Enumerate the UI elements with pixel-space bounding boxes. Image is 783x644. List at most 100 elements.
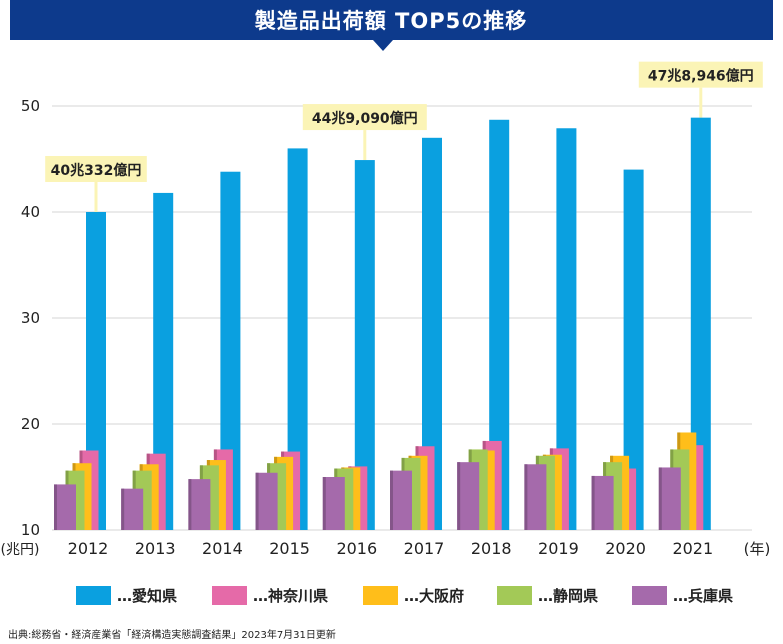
bar-shade bbox=[390, 470, 393, 530]
bar bbox=[255, 472, 278, 530]
x-axis-unit: (年) bbox=[744, 540, 771, 558]
bar bbox=[220, 171, 241, 530]
bar-shade bbox=[524, 464, 528, 530]
annotation-label: 40兆332億円 bbox=[51, 162, 142, 179]
bar-shade bbox=[591, 475, 595, 530]
x-axis: (年) (兆円) 2012 2013 2014 2015 2016 2017 2018 201… bbox=[1, 539, 771, 558]
bar bbox=[422, 137, 442, 531]
legend-swatch bbox=[632, 586, 667, 605]
bar-body bbox=[690, 117, 711, 530]
bar bbox=[287, 148, 308, 530]
x-tick-label: 2018 bbox=[471, 539, 512, 558]
bar-body bbox=[255, 472, 278, 530]
x-tick-label: 2020 bbox=[605, 539, 646, 558]
bar bbox=[54, 484, 76, 530]
legend-item: …愛知県 bbox=[76, 586, 177, 605]
bar bbox=[524, 464, 547, 530]
bar-shade bbox=[188, 479, 192, 530]
bar-body bbox=[220, 171, 241, 530]
bar bbox=[390, 470, 412, 530]
annotation: 44兆9,090億円 bbox=[302, 104, 427, 131]
bar-shade bbox=[322, 477, 326, 530]
y-axis: 10 20 30 40 50 bbox=[21, 97, 40, 539]
bar bbox=[188, 479, 211, 530]
legend-label: …静岡県 bbox=[538, 587, 598, 605]
y-tick-label: 50 bbox=[21, 97, 40, 115]
annotation-connectors bbox=[94, 87, 703, 212]
bar bbox=[623, 169, 644, 530]
bar-body bbox=[287, 148, 308, 530]
bar bbox=[690, 117, 711, 530]
legend-swatch bbox=[497, 586, 532, 605]
x-tick-label: 2017 bbox=[404, 539, 445, 558]
legend-label: …大阪府 bbox=[404, 587, 464, 605]
x-tick-label: 2014 bbox=[202, 539, 243, 558]
x-tick-label: 2021 bbox=[672, 539, 713, 558]
x-tick-label: 2013 bbox=[135, 539, 176, 558]
x-tick-label: 2012 bbox=[68, 539, 109, 558]
legend-item: …静岡県 bbox=[497, 586, 598, 605]
annotations: 40兆332億円 44兆9,090億円 47兆8,946億円 bbox=[45, 61, 763, 182]
bar-series-group bbox=[54, 117, 711, 531]
bar-body bbox=[188, 479, 211, 530]
chart-header: 製造品出荷額 TOP5の推移 bbox=[10, 0, 773, 51]
legend-swatch bbox=[212, 586, 247, 605]
bar-body bbox=[524, 464, 547, 530]
legend-label: …神奈川県 bbox=[253, 587, 328, 605]
annotation: 40兆332億円 bbox=[45, 156, 147, 182]
bar bbox=[153, 192, 174, 531]
bar-shade bbox=[121, 488, 125, 530]
legend-label: …兵庫県 bbox=[673, 587, 733, 605]
bar-shade bbox=[658, 467, 662, 530]
x-tick-label: 2016 bbox=[336, 539, 377, 558]
legend-swatch bbox=[76, 586, 111, 605]
bar-body bbox=[489, 119, 510, 530]
y-tick-label: 10 bbox=[21, 521, 40, 539]
x-tick-label: 2019 bbox=[538, 539, 579, 558]
bar-body bbox=[121, 488, 144, 530]
bar-body bbox=[591, 475, 614, 530]
bar-body bbox=[322, 477, 345, 530]
bar-shade bbox=[255, 472, 259, 530]
source-note: 出典:総務省・経済産業省「経済構造実態調査結果」2023年7月31日更新 bbox=[8, 628, 336, 641]
bar-body bbox=[658, 467, 681, 530]
y-axis-unit: (兆円) bbox=[1, 542, 40, 558]
bar-body bbox=[623, 169, 644, 530]
bar-body bbox=[556, 128, 577, 530]
bar-body bbox=[390, 470, 412, 530]
bar bbox=[121, 488, 144, 530]
legend-swatch bbox=[363, 586, 398, 605]
bar-body bbox=[153, 192, 174, 531]
legend-item: …神奈川県 bbox=[212, 586, 328, 605]
bar bbox=[658, 467, 681, 530]
annotation-label: 44兆9,090億円 bbox=[312, 110, 418, 127]
bar-body bbox=[422, 137, 442, 531]
bar bbox=[322, 477, 345, 530]
annotation-box bbox=[302, 104, 427, 131]
bar-body bbox=[457, 462, 480, 530]
chart-title: 製造品出荷額 TOP5の推移 bbox=[254, 9, 528, 33]
bar-shade bbox=[457, 462, 461, 530]
annotation-box bbox=[45, 156, 147, 182]
bar bbox=[354, 160, 375, 530]
bar bbox=[591, 475, 614, 530]
legend-item: …大阪府 bbox=[363, 586, 464, 605]
header-banner bbox=[10, 0, 773, 51]
bar bbox=[556, 128, 577, 530]
legend-label: …愛知県 bbox=[117, 587, 177, 605]
x-tick-label: 2015 bbox=[269, 539, 310, 558]
bar bbox=[489, 119, 510, 530]
legend: …愛知県 …神奈川県 …大阪府 …静岡県 …兵庫県 bbox=[76, 586, 733, 605]
bar-body bbox=[54, 484, 76, 530]
annotation: 47兆8,946億円 bbox=[638, 61, 763, 88]
y-tick-label: 40 bbox=[21, 203, 40, 221]
bar-body bbox=[354, 160, 375, 530]
y-tick-label: 20 bbox=[21, 415, 40, 433]
bar bbox=[457, 462, 480, 530]
bar-shade bbox=[54, 484, 57, 530]
y-tick-label: 30 bbox=[21, 309, 40, 327]
legend-item: …兵庫県 bbox=[632, 586, 733, 605]
annotation-label: 47兆8,946億円 bbox=[648, 68, 754, 85]
